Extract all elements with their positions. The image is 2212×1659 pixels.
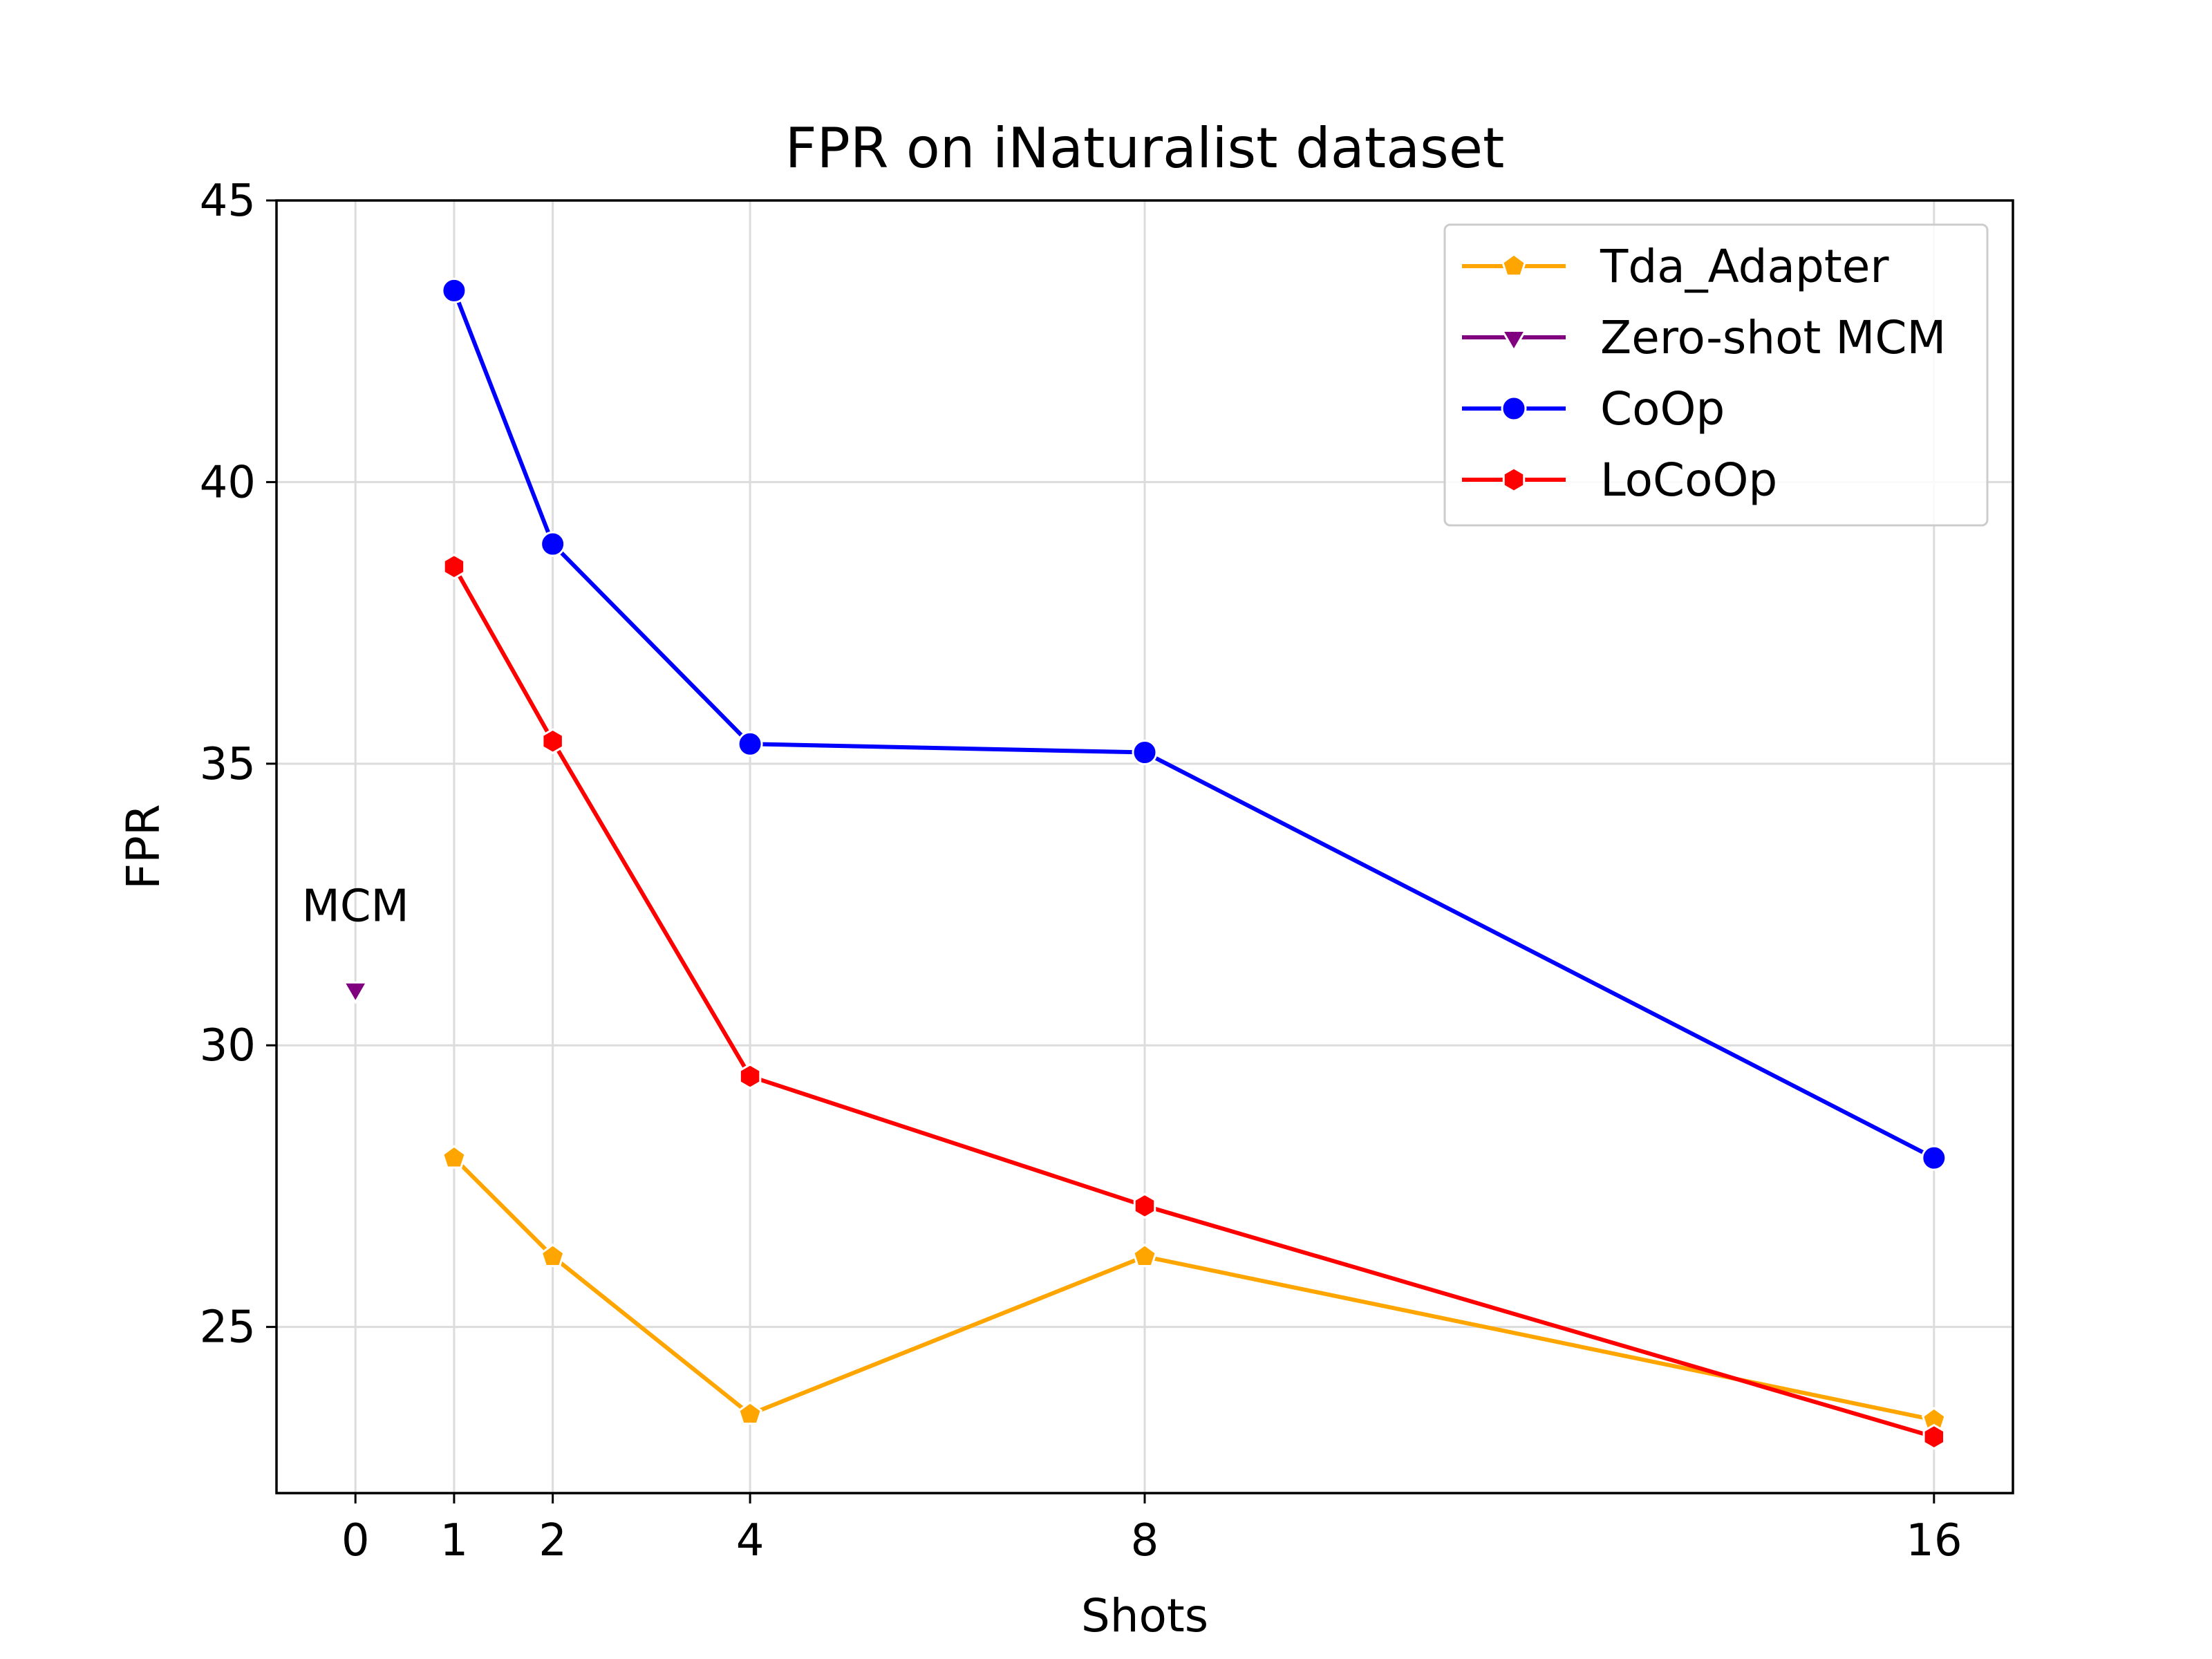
y-tick-label: 25	[200, 1302, 256, 1353]
legend-item: CoOp	[1462, 382, 1725, 435]
series-tda-adapter	[441, 1145, 1947, 1431]
data-point	[342, 981, 369, 1004]
x-tick-label: 1	[440, 1515, 469, 1566]
legend: Tda_Adapter Zero-shot MCM CoOp LoCoOp	[1443, 223, 1989, 527]
legend-label: LoCoOp	[1600, 453, 1777, 507]
x-axis-title: Shots	[1081, 1589, 1208, 1642]
legend-box	[1443, 223, 1989, 527]
series-zero-shot-mcm	[342, 981, 369, 1004]
data-point	[540, 1243, 565, 1268]
data-point	[1132, 740, 1158, 766]
legend-label: Tda_Adapter	[1600, 240, 1889, 293]
data-point	[1922, 1423, 1946, 1450]
data-point	[441, 1145, 467, 1169]
series-coop	[441, 277, 1947, 1171]
data-point	[540, 531, 566, 557]
data-point	[541, 728, 564, 754]
data-point	[738, 1063, 762, 1089]
y-tick-label: 30	[200, 1020, 256, 1071]
x-tick-label: 2	[538, 1515, 567, 1566]
x-tick-label: 8	[1131, 1515, 1159, 1566]
axis-ticks: 0 1 2 4 8 16 25 30 35 40 45	[200, 176, 1962, 1566]
series-layer	[342, 277, 1947, 1450]
data-point	[737, 731, 763, 757]
legend-item: Tda_Adapter	[1462, 240, 1889, 293]
legend-marker	[1500, 330, 1528, 353]
x-tick-label: 0	[341, 1515, 370, 1566]
legend-label: CoOp	[1600, 382, 1725, 435]
y-axis-title: FPR	[117, 804, 170, 890]
data-point	[1133, 1192, 1156, 1219]
series-locoop	[442, 553, 1946, 1450]
chart-title: FPR on iNaturalist dataset	[785, 116, 1505, 180]
data-point	[441, 277, 467, 303]
legend-marker	[1501, 395, 1527, 422]
y-tick-label: 35	[200, 739, 256, 790]
x-tick-label: 4	[736, 1515, 765, 1566]
legend-label: Zero-shot MCM	[1600, 311, 1946, 364]
legend-item: LoCoOp	[1462, 453, 1777, 507]
y-tick-label: 45	[200, 176, 256, 227]
data-point	[738, 1401, 763, 1425]
legend-marker	[1501, 253, 1526, 277]
x-tick-label: 16	[1906, 1515, 1962, 1566]
legend-marker	[1502, 467, 1526, 493]
annotations: MCM	[302, 881, 409, 932]
annotation-label: MCM	[302, 881, 409, 932]
y-tick-label: 40	[200, 457, 256, 508]
data-point	[1132, 1243, 1157, 1268]
data-point	[1921, 1145, 1947, 1171]
data-point	[442, 553, 466, 580]
legend-item: Zero-shot MCM	[1462, 311, 1946, 364]
